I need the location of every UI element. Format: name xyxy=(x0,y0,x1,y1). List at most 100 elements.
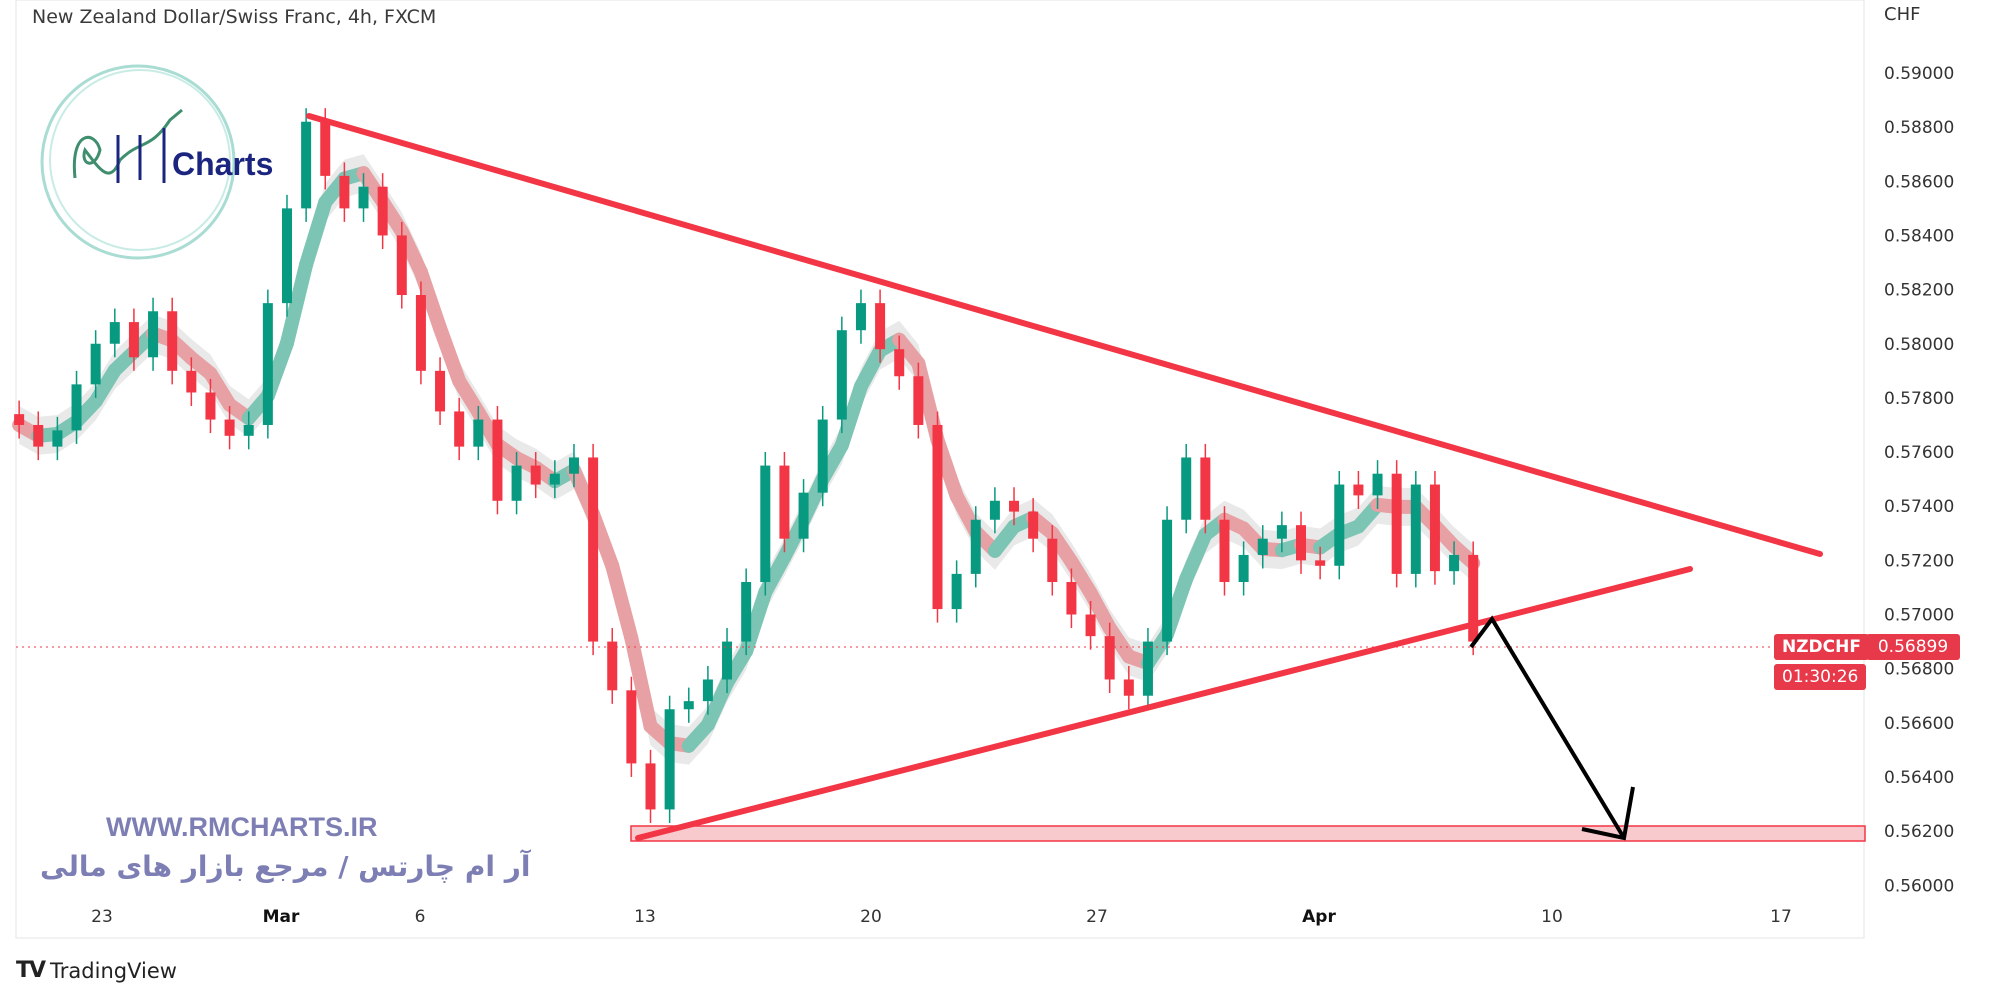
candle xyxy=(798,479,809,553)
candle xyxy=(358,173,369,222)
candle xyxy=(128,308,139,371)
ma-segment xyxy=(624,631,658,734)
candle xyxy=(1047,525,1058,596)
candle xyxy=(492,406,503,515)
candle xyxy=(281,194,292,317)
candle xyxy=(1372,460,1383,509)
candle xyxy=(1410,471,1421,588)
candle xyxy=(473,406,484,461)
candle xyxy=(549,460,560,499)
price-tick-label: 0.56400 xyxy=(1884,768,1954,788)
candle xyxy=(243,411,254,450)
candle xyxy=(435,357,446,425)
candle xyxy=(224,406,235,450)
candle xyxy=(454,397,465,461)
candle xyxy=(415,281,426,385)
candle xyxy=(645,749,656,823)
candle xyxy=(71,370,82,444)
candle xyxy=(205,378,216,434)
ma-envelope xyxy=(19,154,1474,765)
ascending-trendline[interactable] xyxy=(635,566,1693,841)
candle xyxy=(90,330,101,398)
price-tick-label: 0.58800 xyxy=(1884,118,1954,138)
candle xyxy=(913,362,924,439)
descending-trendline[interactable] xyxy=(306,113,1823,557)
watermark-tagline: آر ام چارتس / مرجع بازار های مالی xyxy=(40,850,531,883)
price-tick-label: 0.58200 xyxy=(1884,281,1954,301)
candle xyxy=(377,173,388,249)
symbol-tag: NZDCHF xyxy=(1774,634,1869,660)
candle xyxy=(760,452,771,596)
candle xyxy=(1181,443,1192,534)
target-zone[interactable] xyxy=(630,825,1866,842)
candle xyxy=(1104,622,1115,694)
time-tick-label: 23 xyxy=(91,907,113,927)
candle xyxy=(1468,541,1479,656)
price-tick-label: 0.56000 xyxy=(1884,876,1954,896)
candle xyxy=(148,297,159,371)
price-tick-label: 0.57400 xyxy=(1884,497,1954,517)
candle xyxy=(530,452,541,499)
ma-segment xyxy=(279,257,314,351)
candle xyxy=(836,316,847,434)
projection-arrow[interactable] xyxy=(1469,615,1626,840)
candle xyxy=(1085,600,1096,650)
time-tick-label: 6 xyxy=(415,907,426,927)
candle xyxy=(109,308,120,358)
candlestick-series xyxy=(14,108,1479,823)
candle xyxy=(396,221,407,309)
candle xyxy=(33,411,44,461)
price-axis: 0.59000 0.58800 0.58600 0.58400 0.58200 0.580… xyxy=(1884,64,1954,896)
candle xyxy=(855,289,866,344)
candle xyxy=(741,568,752,656)
tradingview-brand[interactable]: TV TradingView xyxy=(16,958,177,983)
ma-segment xyxy=(413,265,448,336)
price-tick-label: 0.56200 xyxy=(1884,822,1954,842)
currency-label: CHF xyxy=(1884,4,1921,25)
tradingview-label: TradingView xyxy=(50,958,177,983)
candle xyxy=(894,335,905,390)
candle xyxy=(817,406,828,507)
candle xyxy=(568,443,579,488)
time-tick-label: 13 xyxy=(634,907,656,927)
price-tick-label: 0.58400 xyxy=(1884,226,1954,246)
candle xyxy=(1066,568,1077,629)
watermark-url: WWW.RMCHARTS.IR xyxy=(106,812,378,842)
candle xyxy=(970,506,981,588)
candle xyxy=(664,695,675,823)
candle xyxy=(1162,506,1173,656)
ma-segment xyxy=(433,321,467,388)
candle xyxy=(1200,443,1211,534)
svg-text:Charts: Charts xyxy=(172,146,273,182)
candle xyxy=(511,452,522,515)
candle xyxy=(722,628,733,694)
candle xyxy=(167,297,178,385)
ma-segment xyxy=(1179,527,1213,586)
candle xyxy=(1353,471,1364,509)
time-tick-label: Apr xyxy=(1302,907,1336,927)
candle xyxy=(875,289,886,363)
candle xyxy=(1123,665,1134,710)
candle xyxy=(1238,541,1249,596)
candle xyxy=(932,411,943,623)
price-tick-label: 0.57000 xyxy=(1884,606,1954,626)
price-tick-label: 0.57200 xyxy=(1884,551,1954,571)
time-tick-label: 27 xyxy=(1086,907,1108,927)
candle xyxy=(1028,498,1039,553)
candle xyxy=(1296,511,1307,574)
time-axis: 23 Mar 6 13 20 27 Apr 10 17 xyxy=(91,907,1792,927)
price-tick-label: 0.58600 xyxy=(1884,172,1954,192)
candle xyxy=(1449,541,1460,585)
price-tick-label: 0.57800 xyxy=(1884,389,1954,409)
last-price-value: 0.56899 xyxy=(1877,637,1949,657)
rm-charts-logo: Charts xyxy=(40,64,273,260)
time-tick-label: 20 xyxy=(860,907,882,927)
candle xyxy=(1315,546,1326,580)
price-tick-label: 0.58000 xyxy=(1884,335,1954,355)
candle xyxy=(1276,511,1287,553)
candle xyxy=(301,108,312,222)
candle xyxy=(1219,506,1230,596)
candle xyxy=(989,487,1000,534)
ma-segment xyxy=(700,675,735,732)
